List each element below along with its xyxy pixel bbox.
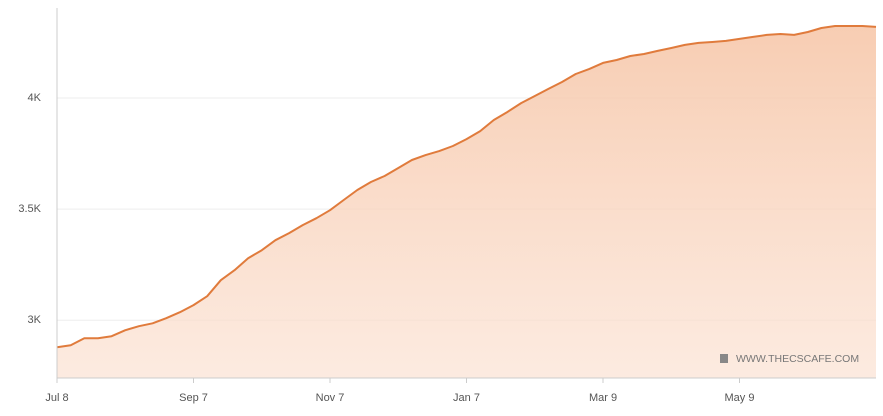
y-tick-label: 4K [28,92,42,104]
x-tick-label: Jul 8 [45,392,68,404]
x-tick-label: Sep 7 [179,392,208,404]
watermark: WWW.THECSCAFE.COM [720,353,859,365]
watermark-text: WWW.THECSCAFE.COM [736,353,859,365]
x-tick-label: Nov 7 [316,392,345,404]
y-tick-label: 3K [28,314,42,326]
area [57,26,876,378]
x-tick-label: Jan 7 [453,392,480,404]
x-tick-label: Mar 9 [589,392,617,404]
y-tick-label: 3.5K [18,203,41,215]
watermark-icon [720,354,728,363]
line [56,25,877,349]
x-tick-label: May 9 [725,392,755,404]
